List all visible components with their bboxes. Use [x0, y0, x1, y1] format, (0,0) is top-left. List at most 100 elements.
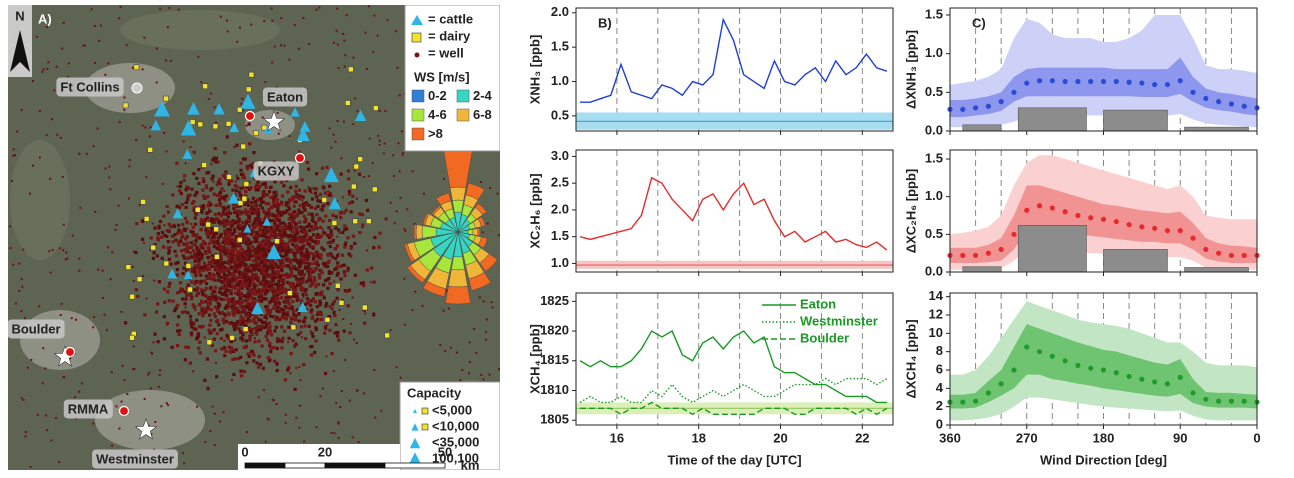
well-dot: [274, 46, 276, 48]
well-dot: [393, 175, 395, 177]
well-dot: [264, 81, 266, 83]
well-dot: [207, 246, 210, 249]
well-dot: [219, 276, 222, 279]
well-dot: [157, 238, 160, 241]
well-dot: [352, 235, 355, 238]
well-dot: [167, 246, 170, 249]
well-dot: [281, 249, 284, 252]
well-dot: [240, 103, 242, 105]
well-dot: [221, 347, 224, 350]
well-dot: [308, 229, 311, 232]
median-dot: [986, 104, 991, 109]
well-dot: [232, 373, 235, 376]
well-dot: [182, 243, 185, 246]
well-dot: [220, 298, 223, 301]
well-dot: [123, 109, 125, 111]
well-dot: [257, 340, 260, 343]
capacity-symbol: [422, 408, 428, 414]
well-dot: [214, 261, 217, 264]
well-dot: [174, 307, 177, 310]
well-dot: [92, 326, 94, 328]
median-dot: [1165, 82, 1170, 87]
well-dot: [208, 275, 211, 278]
well-dot: [346, 290, 349, 293]
well-dot: [276, 228, 279, 231]
scale-label: 0: [241, 444, 248, 459]
well-dot: [216, 332, 219, 335]
well-dot: [341, 390, 343, 392]
dairy: [134, 65, 139, 70]
well-dot: [203, 279, 206, 282]
well-dot: [363, 176, 365, 178]
well-dot: [204, 336, 206, 338]
median-dot: [1037, 78, 1042, 83]
dairy: [188, 287, 193, 292]
well-dot: [86, 153, 88, 155]
well-dot: [56, 134, 58, 136]
well-dot: [198, 325, 201, 328]
well-dot: [295, 292, 298, 295]
well-dot: [347, 169, 350, 172]
well-dot: [255, 261, 258, 264]
well-dot: [263, 315, 266, 318]
well-dot: [239, 169, 242, 172]
well-dot: [299, 379, 301, 381]
well-dot: [21, 278, 23, 280]
well-dot: [401, 130, 403, 132]
well-dot: [83, 45, 85, 47]
well-dot: [217, 273, 220, 276]
well-dot: [108, 177, 110, 179]
dairy: [358, 157, 363, 162]
well-dot: [272, 197, 275, 200]
well-dot: [202, 204, 205, 207]
well-dot: [323, 232, 326, 235]
dairy: [214, 227, 219, 232]
y-tick-label: 1820: [540, 322, 569, 337]
well-dot: [183, 179, 186, 182]
well-dot: [280, 44, 282, 46]
y-tick-label: 1825: [540, 293, 569, 308]
well-dot: [250, 232, 253, 235]
well-dot: [214, 444, 216, 446]
well-dot: [246, 272, 249, 275]
well-dot: [180, 287, 183, 290]
well-dot: [293, 205, 296, 208]
well-dot: [145, 176, 147, 178]
well-dot: [307, 213, 310, 216]
well-dot: [184, 188, 187, 191]
well-dot: [221, 292, 224, 295]
well-dot: [273, 329, 276, 332]
well-dot: [469, 341, 471, 343]
well-dot: [270, 347, 273, 350]
well-dot: [163, 315, 166, 318]
well-dot: [259, 204, 262, 207]
well-dot: [208, 98, 210, 100]
dairy: [275, 239, 280, 244]
well-dot: [330, 147, 332, 149]
well-dot: [227, 30, 229, 32]
well-dot: [280, 296, 283, 299]
well-dot: [280, 346, 283, 349]
well-dot: [197, 168, 200, 171]
well-dot: [239, 301, 242, 304]
well-dot: [357, 389, 359, 391]
median-dot: [999, 99, 1004, 104]
well-dot: [270, 333, 273, 336]
legend-label: Boulder: [800, 330, 849, 345]
median-dot: [1050, 205, 1055, 210]
well-dot: [226, 298, 229, 301]
well-dot: [255, 333, 258, 336]
well-dot: [97, 269, 99, 271]
wind-rose-wedge: [473, 229, 478, 236]
well-dot: [288, 222, 291, 225]
well-dot: [136, 295, 139, 298]
well-dot: [21, 286, 23, 288]
well-dot: [313, 351, 316, 354]
well-dot: [181, 223, 184, 226]
well-dot: [339, 212, 342, 215]
well-dot: [290, 235, 293, 238]
well-dot: [37, 414, 39, 416]
well-dot: [47, 61, 49, 63]
well-dot: [72, 235, 74, 237]
well-dot: [392, 154, 394, 156]
